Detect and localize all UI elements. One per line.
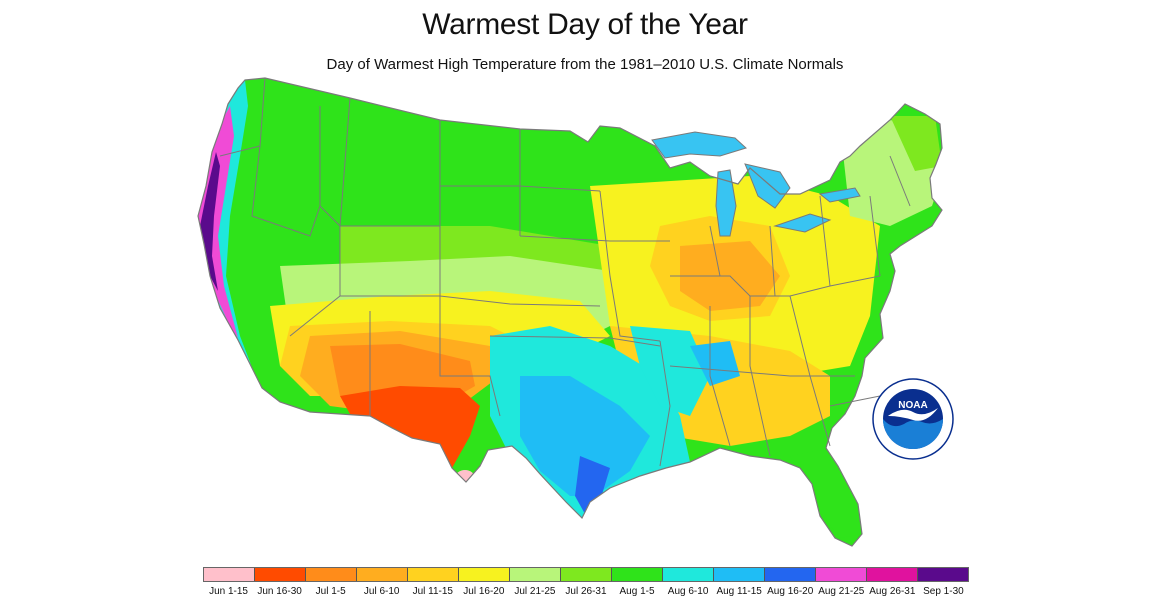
legend-label: Jun 16-30 [257, 586, 302, 597]
legend-label: Jul 6-10 [363, 586, 400, 597]
legend-swatch [561, 568, 612, 581]
temperature-shading [198, 78, 942, 546]
map-subtitle: Day of Warmest High Temperature from the… [326, 56, 844, 73]
legend-swatch [714, 568, 765, 581]
legend-swatch [918, 568, 968, 581]
legend-label: Aug 11-15 [716, 586, 762, 597]
us-heat-map [190, 76, 980, 571]
legend-swatch [612, 568, 663, 581]
map-legend: Jun 1-15 Jun 16-30 Jul 1-5 Jul 6-10 Jul 11-1… [203, 567, 969, 605]
legend-label: Jul 1-5 [315, 586, 346, 597]
legend-swatch [663, 568, 714, 581]
legend-swatch [459, 568, 510, 581]
legend-swatch [867, 568, 918, 581]
legend-label: Jul 11-15 [412, 586, 453, 597]
legend-label: Aug 21-25 [818, 586, 865, 597]
legend-label: Aug 26-31 [869, 586, 916, 597]
legend-labels: Jun 1-15 Jun 16-30 Jul 1-5 Jul 6-10 Jul 11-1… [203, 586, 969, 597]
legend-swatch [255, 568, 306, 581]
legend-swatch [204, 568, 255, 581]
legend-swatch [306, 568, 357, 581]
legend-label: Aug 6-10 [667, 586, 709, 597]
legend-label: Jul 16-20 [463, 586, 505, 597]
legend-swatch [408, 568, 459, 581]
noaa-logo-text: NOAA [898, 400, 927, 411]
legend-swatch [816, 568, 867, 581]
noaa-logo: NOAA [872, 378, 954, 460]
legend-label: Jun 1-15 [209, 586, 248, 597]
legend-swatch [765, 568, 816, 581]
state-boundaries [219, 77, 911, 467]
legend-swatch [357, 568, 408, 581]
legend-label: Jul 21-25 [514, 586, 556, 597]
legend-label: Jul 26-31 [565, 586, 607, 597]
legend-label: Aug 16-20 [767, 586, 814, 597]
legend-swatches [203, 567, 969, 582]
legend-label: Aug 1-5 [619, 586, 655, 597]
map-title: Warmest Day of the Year [422, 8, 748, 41]
legend-swatch [510, 568, 561, 581]
great-lakes [651, 131, 861, 237]
legend-label: Sep 1-30 [923, 586, 964, 597]
